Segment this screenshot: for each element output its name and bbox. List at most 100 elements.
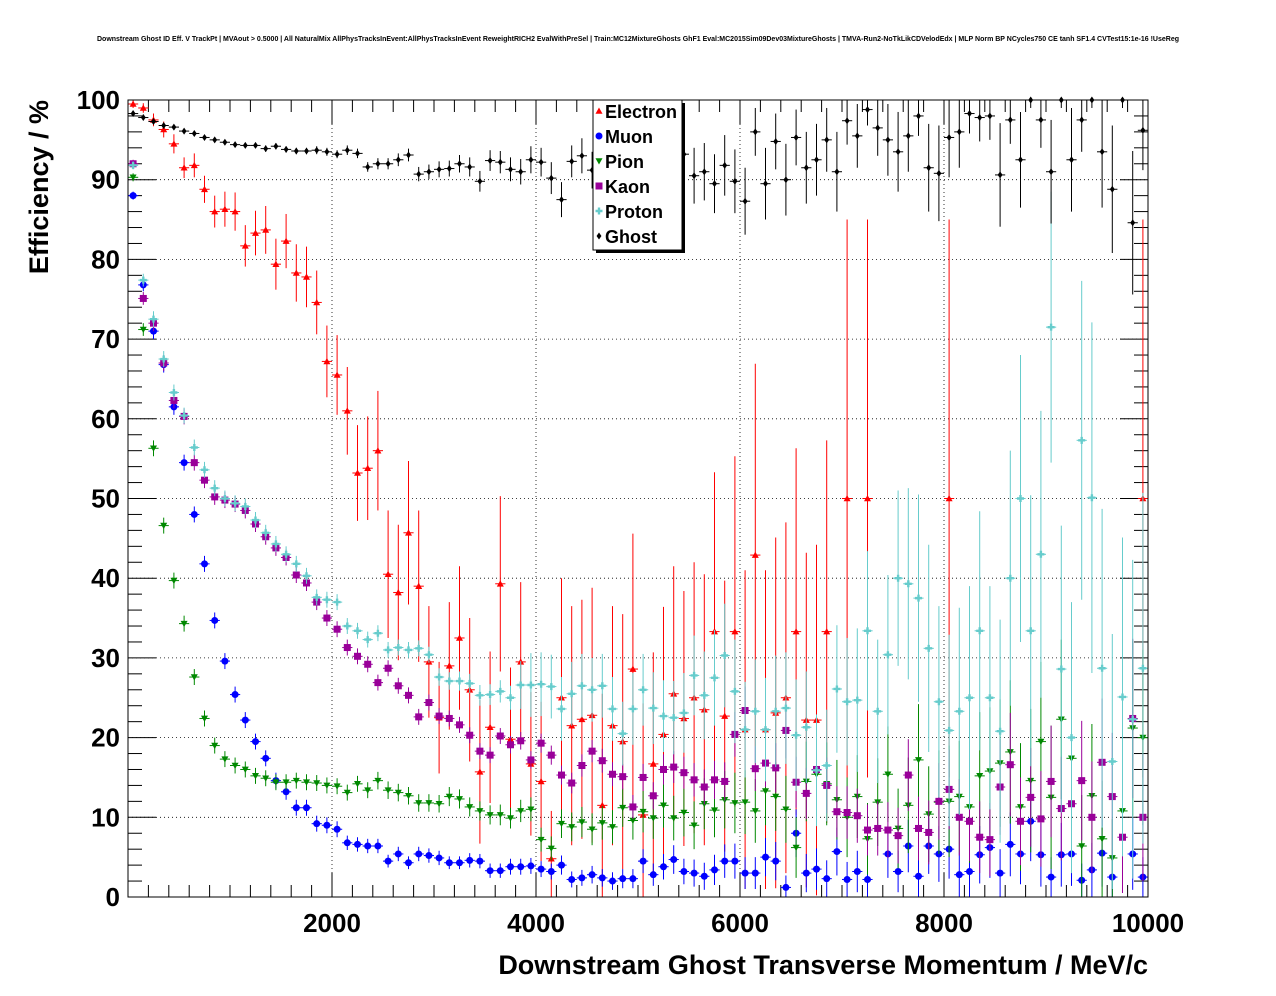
kaon-point	[639, 773, 647, 781]
muon-point	[517, 863, 525, 871]
electron-point	[231, 208, 239, 215]
kaon-point	[660, 765, 667, 773]
proton-point	[1108, 758, 1116, 766]
y-tick-label: 0	[106, 882, 120, 912]
muon-point	[843, 875, 851, 883]
ghost-point	[997, 171, 1003, 179]
proton-point	[507, 694, 514, 702]
kaon-point	[751, 765, 759, 773]
muon-point	[598, 874, 606, 882]
pion-point	[619, 804, 627, 812]
muon-point	[996, 869, 1004, 877]
proton-point	[333, 598, 341, 606]
y-tick-label: 60	[91, 404, 120, 434]
ghost-point	[691, 172, 697, 180]
muon-point	[629, 875, 637, 883]
kaon-point	[292, 571, 300, 579]
electron-point	[415, 582, 423, 589]
muon-point	[894, 867, 902, 875]
proton-point	[282, 550, 290, 558]
proton-point	[976, 627, 984, 635]
pion-point	[741, 799, 749, 806]
muon-point	[466, 856, 474, 864]
kaon-point	[649, 792, 657, 800]
muon-point	[241, 716, 249, 724]
pion-point	[711, 807, 718, 814]
ghost-point	[191, 129, 197, 137]
kaon-point	[476, 747, 484, 755]
ghost-point	[406, 151, 411, 159]
pion-point	[649, 815, 657, 822]
proton-point	[1047, 323, 1055, 331]
ghost-point	[497, 158, 503, 166]
kaon-point	[568, 779, 576, 787]
muon-point	[292, 804, 300, 812]
pion-point	[792, 844, 800, 852]
ghost-point	[793, 133, 799, 141]
pion-point	[190, 674, 198, 681]
muon-point	[690, 869, 698, 877]
series-ghost	[128, 96, 1148, 295]
proton-point	[853, 696, 861, 704]
electron-point	[405, 529, 412, 536]
pion-point	[660, 802, 667, 809]
proton-point	[1068, 734, 1076, 742]
proton-point	[1078, 436, 1086, 444]
ghost-point	[742, 197, 748, 205]
ghost-point	[436, 165, 442, 173]
kaon-point	[874, 824, 882, 832]
ghost-point	[528, 156, 534, 164]
muon-point	[680, 867, 688, 875]
ghost-point	[1038, 116, 1044, 124]
plot-title: Downstream Ghost ID Eff. V TrackPt | MVA…	[96, 36, 1179, 43]
ghost-point	[977, 114, 983, 122]
pion-point	[150, 445, 157, 452]
electron-point	[129, 100, 137, 107]
pion-point	[527, 806, 535, 813]
pion-point	[782, 806, 790, 813]
pion-point	[690, 822, 698, 829]
y-tick-label: 30	[91, 643, 120, 673]
legend-label-electron: Electron	[605, 102, 677, 122]
proton-point	[619, 730, 627, 738]
pion-point	[364, 787, 372, 794]
kaon-point	[456, 721, 463, 729]
ghost-point	[967, 110, 972, 118]
pion-point	[1078, 843, 1086, 850]
ghost-point	[1069, 156, 1074, 164]
proton-point	[517, 681, 525, 689]
kaon-point	[537, 739, 545, 747]
proton-point	[1027, 627, 1035, 635]
kaon-point	[435, 712, 443, 720]
proton-point	[272, 540, 280, 548]
muon-point	[700, 872, 708, 880]
muon-point	[547, 867, 555, 875]
pion-point	[507, 815, 514, 822]
ghost-point	[508, 165, 513, 173]
ghost-point	[334, 150, 340, 158]
ghost-point	[895, 148, 901, 156]
muon-point	[915, 872, 922, 880]
muon-point	[649, 871, 657, 879]
proton-point	[303, 572, 310, 580]
kaon-point	[517, 737, 525, 745]
electron-point	[384, 570, 392, 578]
kaon-point	[139, 294, 147, 302]
proton-point	[476, 691, 484, 699]
kaon-point	[955, 813, 963, 821]
muon-point	[405, 859, 412, 867]
muon-point	[394, 850, 402, 858]
electron-point	[598, 801, 606, 809]
kaon-point	[364, 660, 372, 668]
kaon-point	[527, 756, 535, 764]
ghost-point	[344, 146, 350, 154]
kaon-point	[853, 812, 861, 820]
ghost-point	[773, 137, 779, 145]
pion-point	[1150, 799, 1157, 805]
proton-point	[670, 714, 678, 722]
pion-point	[405, 792, 412, 800]
pion-point	[272, 779, 280, 786]
pion-point	[486, 812, 494, 819]
muon-point	[211, 616, 219, 624]
electron-point	[945, 495, 953, 502]
